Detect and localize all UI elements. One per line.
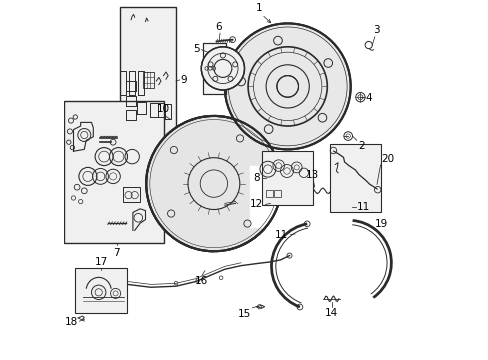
Bar [75, 268, 127, 313]
Text: 19: 19 [374, 219, 387, 229]
Bar [203, 43, 226, 94]
Bar [329, 144, 381, 212]
Bar [273, 190, 280, 197]
Bar [142, 72, 153, 88]
Text: 10: 10 [157, 104, 170, 114]
Circle shape [276, 76, 298, 97]
Text: 18: 18 [65, 317, 78, 327]
Circle shape [224, 23, 350, 149]
Text: 14: 14 [325, 308, 338, 318]
Text: 1: 1 [256, 3, 263, 13]
Text: 2: 2 [357, 141, 364, 151]
Text: 15: 15 [237, 309, 250, 319]
Text: 11: 11 [356, 202, 369, 212]
Circle shape [146, 116, 281, 251]
Text: 9: 9 [180, 75, 187, 85]
Bar [265, 190, 273, 197]
Text: 7: 7 [113, 248, 120, 258]
Text: 16: 16 [194, 276, 207, 287]
Text: 20: 20 [381, 154, 394, 164]
Text: 11: 11 [275, 230, 288, 240]
Text: 13: 13 [305, 170, 319, 180]
Text: 12: 12 [249, 199, 263, 210]
Text: 3: 3 [373, 25, 379, 35]
Text: 17: 17 [94, 257, 108, 267]
Text: 5: 5 [192, 44, 199, 54]
Bar [64, 101, 163, 243]
Text: 4: 4 [365, 93, 371, 103]
Circle shape [201, 47, 244, 90]
Polygon shape [249, 166, 281, 227]
Bar [261, 151, 312, 205]
Text: 6: 6 [215, 22, 222, 32]
Text: 8: 8 [253, 173, 260, 183]
Bar [123, 187, 140, 202]
Bar [120, 7, 176, 155]
Bar [203, 43, 226, 94]
